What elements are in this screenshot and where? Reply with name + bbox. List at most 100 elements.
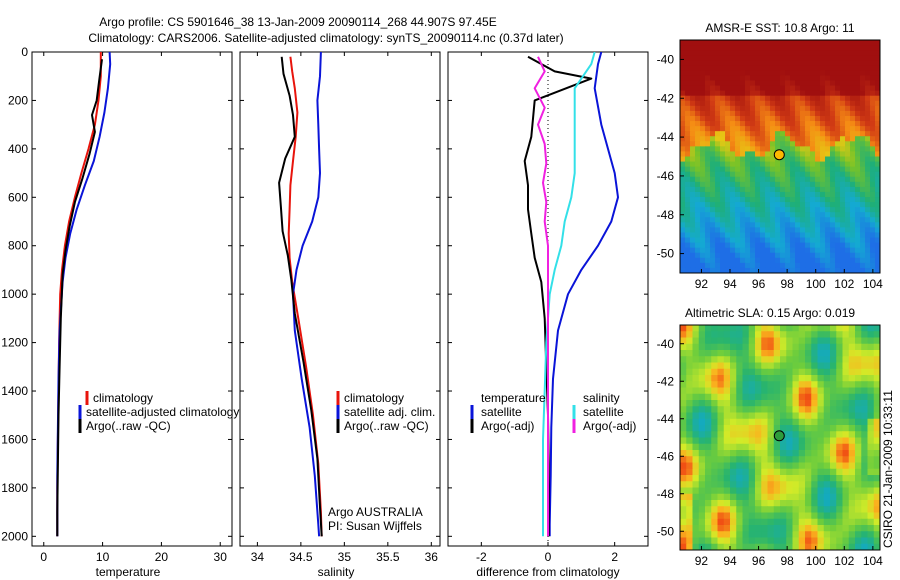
map-cell (775, 232, 781, 239)
map-cell (742, 531, 750, 539)
map-cell (760, 156, 766, 163)
map-cell (740, 100, 746, 107)
map-cell (686, 325, 694, 332)
map-cell (861, 375, 869, 382)
map-cell (842, 443, 850, 451)
map-cell (725, 85, 731, 92)
map-cell (736, 406, 744, 414)
map-cell (810, 85, 816, 92)
map-cell (705, 506, 712, 514)
map-cell (773, 525, 781, 532)
map-cell (861, 406, 869, 414)
map-cell (867, 437, 875, 445)
map-cell (750, 222, 756, 229)
map-cell (725, 141, 731, 147)
map-cell (725, 237, 731, 244)
map-cell (686, 518, 694, 526)
map-cell (830, 237, 836, 244)
map-cell (720, 121, 726, 127)
map-cell (711, 431, 719, 439)
map-cell (730, 487, 737, 495)
map-cell (836, 512, 844, 520)
map-cell (685, 40, 691, 46)
map-cell (855, 85, 861, 92)
map-cell (811, 493, 819, 501)
map-cell (745, 247, 751, 254)
map-cell (715, 60, 721, 66)
map-cell (715, 136, 721, 142)
map-cell (861, 487, 869, 495)
map-cell (873, 368, 880, 376)
map-cell (800, 161, 806, 168)
map-cell (717, 337, 725, 345)
map-cell (770, 207, 776, 213)
map-cell (773, 493, 781, 501)
map-cell (848, 531, 856, 539)
map-cell (855, 126, 861, 132)
map-cell (785, 40, 791, 46)
map-cell (800, 242, 806, 249)
map-cell (685, 136, 691, 142)
map-cell (750, 65, 756, 71)
map-cell (730, 356, 737, 364)
map-cell (867, 462, 875, 470)
map-cell (720, 136, 726, 142)
map-cell (775, 121, 781, 127)
map-cell (695, 136, 701, 142)
map-cell (723, 412, 731, 420)
map-cell (830, 468, 837, 476)
map-cell (740, 60, 746, 66)
map-cell (805, 126, 811, 132)
map-cell (755, 468, 762, 476)
map-cell (761, 343, 769, 351)
map-cell (767, 400, 775, 407)
map-cell (870, 40, 876, 46)
map-cell (775, 146, 781, 153)
map-cell (750, 80, 756, 87)
map-cell (690, 105, 696, 112)
map-cell (720, 161, 726, 168)
map-cell (800, 176, 806, 183)
map-cell (745, 262, 751, 269)
map-cell (780, 475, 787, 482)
map-cell (823, 375, 831, 382)
map-cell (705, 337, 712, 345)
map-cell (755, 252, 761, 259)
map-cell (736, 437, 744, 445)
y-tick-label: 200 (8, 93, 28, 107)
map-cell (773, 487, 781, 495)
map-cell (686, 500, 694, 507)
map-cell (735, 95, 741, 102)
map-cell (680, 500, 687, 507)
map-cell (705, 161, 711, 168)
map-cell (805, 400, 812, 407)
map-cell (742, 418, 750, 426)
map-cell (767, 525, 775, 532)
map-cell (775, 105, 781, 112)
map-cell (680, 375, 687, 382)
map-cell (820, 197, 826, 203)
map-cell (867, 456, 875, 464)
map-cell (767, 412, 775, 420)
map-cell (865, 181, 871, 188)
map-cell (686, 406, 694, 414)
map-cell (790, 60, 796, 66)
map-cell (730, 202, 736, 208)
map-cell (780, 362, 787, 370)
map-cell (711, 362, 719, 370)
map-cell (730, 75, 736, 82)
map-cell (835, 110, 841, 117)
map-cell (830, 437, 837, 445)
map-cell (730, 105, 736, 112)
map-cell (680, 75, 686, 82)
map-cell (750, 40, 756, 46)
map-cell (820, 156, 826, 163)
map-cell (805, 543, 812, 550)
map-cell (785, 105, 791, 112)
map-cell (845, 146, 851, 153)
map-cell (792, 368, 800, 376)
map-cell (686, 400, 694, 407)
map-cell (785, 55, 791, 61)
map-cell (850, 156, 856, 163)
map-cell (860, 176, 866, 183)
